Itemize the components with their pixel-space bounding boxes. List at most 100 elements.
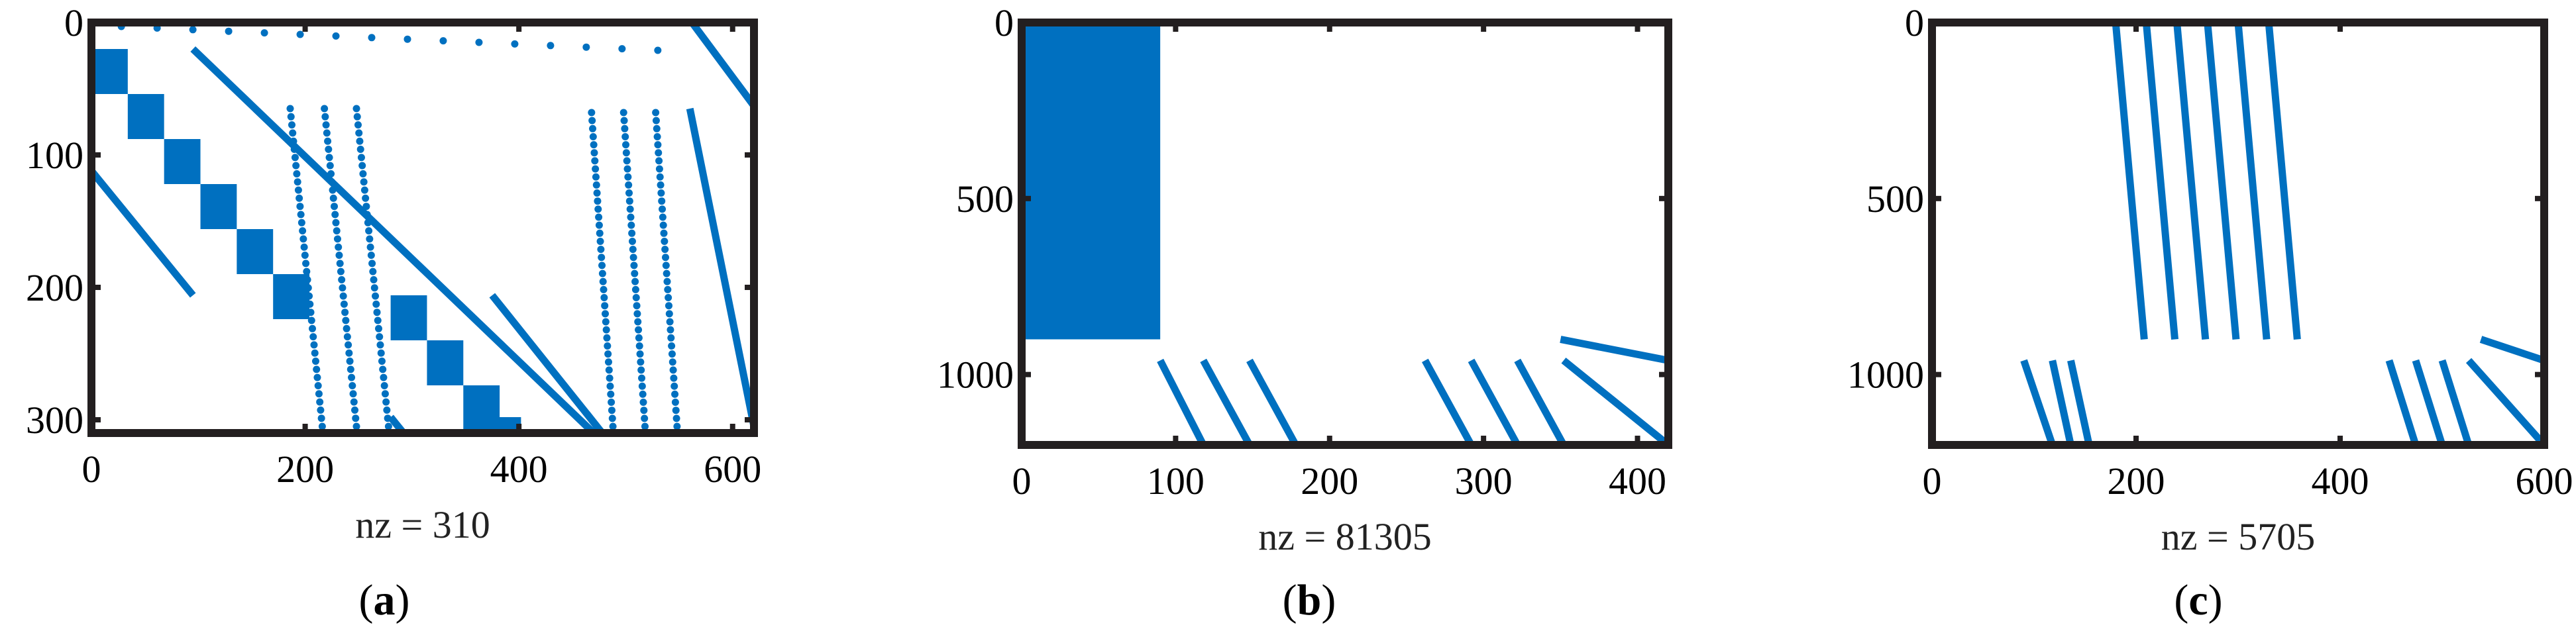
x-axis-label: nz = 81305 — [1258, 515, 1431, 558]
nonzero-dot — [329, 194, 337, 202]
nonzero-dot — [667, 334, 675, 342]
nonzero-band-3 — [2173, 23, 2210, 340]
nonzero-dot — [339, 284, 347, 292]
nonzero-block-1 — [91, 49, 128, 94]
nonzero-dot — [306, 300, 314, 308]
nonzero-dot — [352, 414, 360, 422]
panel-a: 0 200 400 600 0 100 200 300 nz = 310 (a) — [26, 1, 761, 624]
nonzero-dot — [332, 32, 340, 40]
nonzero-dot — [618, 45, 626, 53]
axes-frame — [1928, 19, 2548, 449]
nonzero-dot — [475, 38, 483, 46]
nonzero-dot — [366, 235, 374, 243]
nonzero-dot — [619, 109, 627, 117]
nonzero-block-7 — [390, 295, 427, 340]
nonzero-dot — [592, 165, 600, 173]
nonzero-dot — [317, 414, 325, 422]
nonzero-dot — [671, 382, 678, 390]
nonzero-band-8 — [1560, 336, 1668, 364]
nonzero-dot — [621, 124, 629, 132]
nonzero-dot — [439, 37, 447, 45]
nonzero-dot — [638, 374, 646, 382]
nonzero-dot — [660, 229, 668, 237]
nonzero-dot — [328, 178, 336, 186]
x-tick-label: 400 — [2312, 460, 2369, 503]
nonzero-dot — [589, 132, 597, 140]
nonzero-dot — [303, 275, 311, 283]
nonzero-band-9 — [2067, 360, 2093, 445]
nonzero-dot — [359, 170, 367, 177]
panel-label: (b) — [1283, 576, 1336, 624]
nonzero-dot — [363, 211, 371, 218]
nonzero-dot — [348, 373, 356, 381]
nonzero-dot — [327, 170, 335, 177]
y-tick-label: 300 — [26, 399, 83, 442]
panel-label: (a) — [359, 576, 410, 624]
nonzero-dot — [288, 121, 295, 129]
nonzero-dot — [639, 399, 647, 407]
nonzero-dot — [624, 173, 632, 181]
nonzero-dot — [659, 221, 667, 229]
nonzero-dot — [603, 334, 611, 342]
nonzero-band-8 — [2049, 360, 2074, 445]
nonzero-dotted-band-7 — [117, 23, 662, 54]
y-tick-label: 100 — [26, 134, 83, 177]
nonzero-dot — [189, 26, 197, 34]
nonzero-block-2 — [127, 94, 164, 139]
nonzero-dot — [342, 316, 350, 324]
nonzero-dot — [600, 285, 608, 293]
x-tick-label: 300 — [1455, 460, 1513, 503]
nonzero-dot — [627, 221, 635, 229]
nonzero-dot — [335, 252, 343, 260]
nonzero-dot — [652, 109, 660, 117]
nonzero-dot — [336, 260, 344, 267]
nonzero-dot — [623, 165, 631, 173]
nonzero-dot — [641, 422, 649, 430]
nonzero-dot — [606, 382, 614, 390]
nonzero-dot — [368, 34, 376, 42]
nonzero-dot — [293, 170, 301, 177]
nonzero-dot — [671, 390, 679, 398]
nonzero-dot — [339, 292, 347, 300]
nonzero-dot — [292, 162, 300, 170]
nonzero-band-13 — [2465, 358, 2544, 445]
nonzero-block-3 — [164, 139, 201, 184]
nonzero-dot — [604, 358, 612, 366]
nonzero-dot — [384, 422, 392, 430]
nonzero-dot — [596, 237, 604, 245]
nonzero-dot — [294, 178, 301, 186]
nonzero-dot — [323, 129, 331, 137]
nonzero-dot — [376, 341, 384, 349]
nonzero-dot — [629, 254, 637, 262]
nonzero-dot — [592, 181, 600, 189]
nonzero-dot — [308, 324, 316, 332]
nonzero-dot — [653, 124, 661, 132]
nonzero-dot — [656, 173, 664, 181]
nonzero-block-1 — [1022, 23, 1161, 340]
axes-frame — [87, 19, 758, 437]
nonzero-dot — [655, 149, 663, 157]
nonzero-dot — [623, 157, 631, 165]
nonzero-dot — [295, 194, 303, 202]
nonzero-dot — [329, 186, 337, 194]
nonzero-dot — [374, 324, 382, 332]
nonzero-dot — [290, 137, 297, 145]
axes-frame — [1018, 19, 1672, 449]
data-layer — [2020, 23, 2544, 445]
nonzero-dot — [349, 381, 356, 389]
nonzero-dotted-band-6 — [652, 109, 681, 430]
nonzero-dot — [347, 365, 354, 373]
nonzero-dot — [355, 129, 363, 137]
nonzero-dot — [622, 149, 630, 157]
nonzero-dot — [357, 154, 365, 162]
y-tick-label: 1000 — [937, 354, 1014, 397]
nonzero-dot — [609, 422, 617, 430]
nonzero-dot — [607, 390, 615, 398]
nonzero-dot — [662, 262, 670, 269]
nonzero-dot — [378, 358, 386, 365]
nonzero-dot — [290, 146, 298, 154]
nonzero-dot — [364, 218, 372, 226]
nonzero-dot — [598, 254, 606, 262]
nonzero-block-4 — [200, 184, 237, 229]
nonzero-dot — [594, 205, 602, 213]
